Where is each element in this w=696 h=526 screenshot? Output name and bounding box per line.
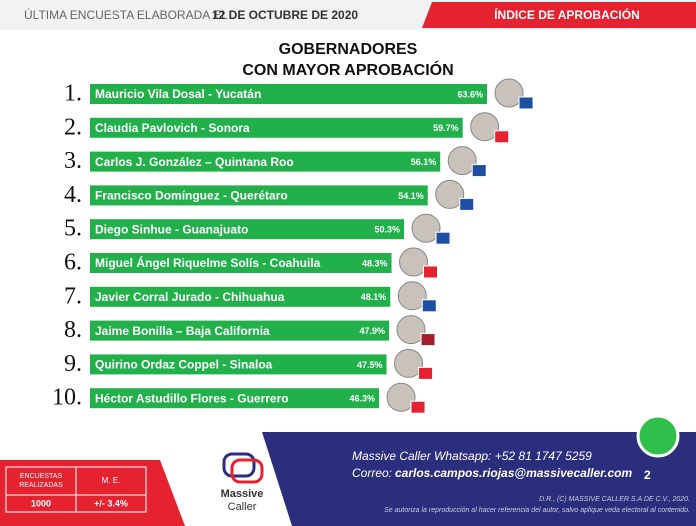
table-cell: 1000 [31,498,51,508]
rank-label: 4. [64,182,82,208]
value-label: 47.9% [360,326,386,336]
whatsapp-icon [636,414,680,458]
bar [90,219,405,240]
value-label: 50.3% [374,225,400,235]
footer-rights: D.R., (C) MASSIVE CALLER S.A DE C.V., 20… [539,496,690,503]
category-label: Javier Corral Jurado - Chihuahua [95,290,285,304]
party-icon [423,265,439,279]
bar [90,388,380,409]
category-label: Francisco Domínguez - Querétaro [95,189,288,203]
table-header: ENCUESTAS REALIZADAS [19,473,63,489]
table-header: M. E. [102,476,121,485]
bar [90,185,428,206]
rank-label: 2. [64,114,82,140]
value-label: 59.7% [433,123,459,133]
bar [90,320,390,341]
category-label: Miguel Ángel Riquelme Solís - Coahuila [95,255,321,270]
footer-email-label: Correo: [352,466,392,480]
footer-whatsapp: Massive Caller Whatsapp: +52 81 1747 525… [352,449,592,463]
rank-label: 9. [64,351,82,377]
category-label: Carlos J. González – Quintana Roo [95,155,294,169]
chart-title: GOBERNADORES [279,41,418,58]
logo-mark [222,452,256,478]
page-number: 2 [644,468,651,482]
chart-title: CON MAYOR APROBACIÓN [242,60,453,79]
portrait [399,247,429,277]
bar [90,286,391,307]
party-icon [435,231,451,245]
rank-label: 8. [64,317,82,343]
header-section: ÍNDICE DE APROBACIÓN [494,7,640,22]
bar [90,117,463,138]
value-label: 54.1% [398,191,424,201]
rank-label: 5. [64,216,82,242]
rank-label: 7. [64,283,82,309]
party-icon [410,400,426,414]
rank-label: 6. [64,250,82,276]
table-header-text: ENCUESTAS REALIZADAS [19,473,63,489]
portrait [394,348,424,378]
party-icon [494,130,510,144]
portrait [447,146,477,176]
portrait [435,179,465,209]
portrait [397,281,427,311]
bar [90,84,488,104]
category-label: Héctor Astudillo Flores - Guerrero [95,391,289,405]
header-date: 12 DE OCTUBRE DE 2020 [212,8,358,22]
value-label: 48.1% [361,292,387,302]
footer-notice: Se autoriza la reproducción al hacer ref… [384,507,690,514]
category-label: Mauricio Vila Dosal - Yucatán [95,87,261,101]
party-icon [459,197,475,211]
bar [90,253,392,273]
header-red [422,2,696,28]
party-icon [471,164,487,178]
rank-label: 10. [52,385,82,411]
category-label: Jaime Bonilla – Baja California [95,324,270,338]
value-label: 48.3% [362,258,388,268]
category-label: Claudia Pavlovich - Sonora [95,121,250,135]
category-label: Quirino Ordaz Coppel - Sinaloa [95,358,273,372]
footer-band [262,432,696,526]
portrait [470,112,500,142]
portrait [396,315,426,345]
rank-label: 1. [64,81,82,107]
rank-label: 3. [64,148,82,174]
logo-text: Caller [228,501,257,513]
value-label: 56.1% [411,157,437,167]
logo-text: Massive [221,488,264,500]
value-label: 63.6% [458,89,484,99]
category-label: Diego Sinhue - Guanajuato [95,222,248,236]
table-cell: +/- 3.4% [94,498,128,508]
portrait [494,78,524,108]
footer-email: carlos.campos.riojas@massivecaller.com [395,466,633,480]
party-icon [420,333,436,347]
bar [90,151,441,172]
party-icon [421,299,437,313]
header-prefix: ÚLTIMA ENCUESTA ELABORADA EL [24,7,228,22]
value-label: 46.3% [350,394,376,404]
value-label: 47.5% [357,360,383,370]
logo-mark [230,458,264,484]
portrait [411,213,441,243]
party-icon [518,96,534,110]
bar [90,354,387,375]
party-icon [418,366,434,380]
portrait [386,382,416,412]
